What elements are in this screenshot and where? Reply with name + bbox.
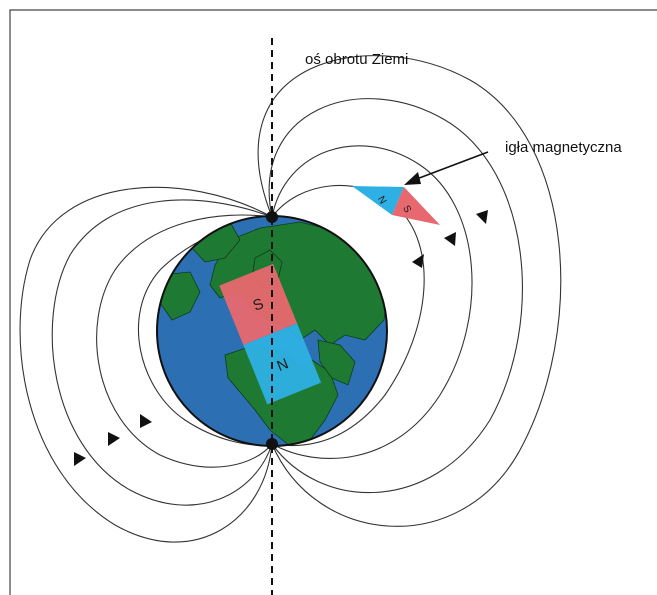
compass-needle: N S [352,186,440,225]
bar-magnet: S N [219,263,322,405]
field-arrow [412,254,424,268]
needle-south-label: S [400,204,413,216]
field-line-left-2 [96,214,273,468]
land-arabia [317,339,356,386]
geographic-south-pole-dot [266,438,278,450]
field-line-right-2 [271,145,473,459]
field-arrow [140,414,152,428]
field-arrow [476,210,488,224]
geographic-north-pole-dot [266,211,278,223]
field-line-left-4 [19,186,273,543]
field-line-left-3 [51,199,273,506]
field-arrows [74,210,488,466]
frame-border [9,9,657,595]
field-arrow [108,432,120,446]
magnet-north-pole [243,323,322,405]
magnet-south-pole [219,263,298,346]
needle-south-half [392,187,440,225]
field-line-right-1 [271,184,425,447]
field-arrow [444,232,456,246]
needle-north-half [352,186,404,215]
field-line-right-3 [268,98,523,493]
needle-pointer-arrow [404,151,489,185]
field-line-right-4 [257,55,562,527]
axis-label: oś obrotu Ziemi [305,51,408,68]
field-arrow [74,452,86,466]
needle-north-label: N [375,194,388,206]
needle-label: igła magnetyczna [505,139,622,156]
